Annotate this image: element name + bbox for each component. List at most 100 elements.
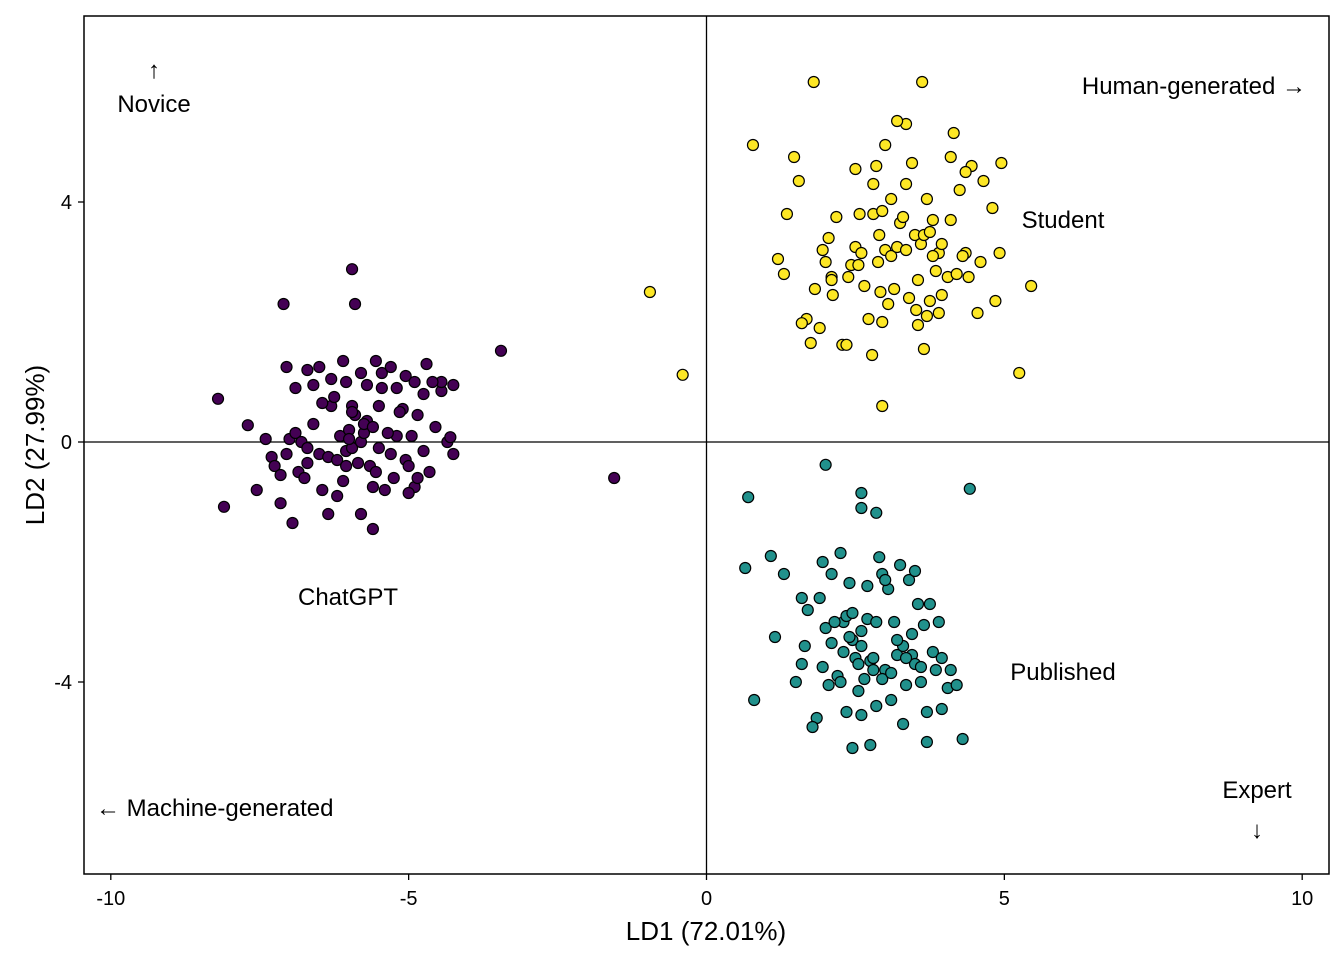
- data-point-chatgpt: [325, 372, 338, 386]
- data-point-published: [899, 678, 913, 692]
- group-label-chatgpt: ChatGPT: [298, 584, 398, 611]
- data-point-chatgpt: [417, 444, 430, 458]
- data-point-published: [739, 561, 752, 575]
- data-point-chatgpt: [277, 297, 290, 311]
- data-point-student: [923, 225, 936, 239]
- data-point-chatgpt: [301, 441, 314, 455]
- data-point-chatgpt: [301, 363, 314, 377]
- data-point-published: [894, 558, 907, 572]
- data-point-student: [1013, 366, 1026, 380]
- data-point-chatgpt: [387, 471, 400, 485]
- data-point-chatgpt: [381, 426, 394, 440]
- data-point-student: [840, 338, 853, 351]
- data-point-chatgpt: [429, 420, 442, 434]
- data-point-student: [905, 156, 919, 170]
- data-point-student: [902, 291, 916, 305]
- data-point-student: [891, 114, 904, 128]
- data-point-published: [768, 630, 782, 644]
- data-point-published: [825, 636, 838, 650]
- data-point-chatgpt: [494, 344, 508, 357]
- data-point-chatgpt: [444, 431, 457, 444]
- x-tick-label: -5: [400, 888, 418, 910]
- data-point-chatgpt: [369, 354, 382, 368]
- data-point-chatgpt: [313, 360, 326, 374]
- data-point-published: [870, 506, 883, 519]
- data-point-published: [840, 705, 853, 719]
- data-point-published: [834, 546, 847, 560]
- data-point-chatgpt: [345, 263, 359, 276]
- data-points: [211, 75, 1038, 755]
- data-point-student: [792, 174, 805, 188]
- data-point-student: [944, 213, 957, 227]
- y-axis-title: LD2 (27.99%): [20, 365, 50, 525]
- axis-ticks: -10 -5 0 5 10 -4 0 4: [54, 192, 1313, 910]
- data-point-student: [826, 288, 839, 302]
- data-point-published: [920, 735, 934, 749]
- data-point-student: [862, 312, 875, 326]
- data-point-student: [876, 399, 889, 413]
- data-point-chatgpt: [259, 432, 272, 446]
- data-point-chatgpt: [340, 459, 353, 473]
- data-point-published: [795, 591, 808, 605]
- data-point-published: [905, 627, 919, 641]
- data-point-chatgpt: [340, 375, 353, 389]
- data-point-published: [956, 732, 969, 746]
- data-point-student: [920, 309, 934, 323]
- data-point-published: [816, 660, 829, 674]
- data-point-chatgpt: [390, 381, 403, 395]
- data-point-student: [947, 126, 960, 140]
- data-point-chatgpt: [337, 474, 350, 488]
- data-point-student: [916, 75, 929, 89]
- data-point-student: [879, 138, 892, 152]
- data-point-published: [935, 702, 948, 716]
- data-point-chatgpt: [354, 507, 368, 521]
- data-point-student: [935, 288, 948, 302]
- data-point-student: [944, 150, 957, 164]
- data-point-chatgpt: [328, 390, 341, 404]
- data-point-student: [873, 228, 886, 242]
- data-point-student: [808, 282, 822, 296]
- data-point-student: [819, 255, 832, 269]
- data-point-chatgpt: [250, 483, 263, 497]
- data-point-student: [989, 294, 1002, 308]
- data-point-student: [795, 317, 808, 330]
- data-point-student: [858, 279, 871, 293]
- data-point-chatgpt: [375, 366, 388, 380]
- data-point-published: [870, 615, 883, 629]
- data-point-chatgpt: [408, 375, 421, 389]
- data-point-student: [780, 207, 794, 221]
- data-point-chatgpt: [316, 483, 329, 497]
- group-label-published: Published: [1010, 659, 1115, 686]
- data-point-chatgpt: [301, 456, 314, 470]
- data-point-student: [822, 231, 835, 245]
- data-point-student: [876, 315, 889, 329]
- data-point-published: [816, 555, 829, 569]
- data-point-chatgpt: [211, 392, 225, 405]
- data-point-chatgpt: [402, 459, 415, 473]
- data-point-chatgpt: [378, 483, 391, 497]
- data-point-published: [825, 567, 838, 581]
- data-point-chatgpt: [241, 419, 254, 432]
- data-point-student: [911, 318, 925, 332]
- data-point-published: [789, 675, 802, 689]
- data-point-student: [917, 342, 931, 356]
- data-point-chatgpt: [420, 357, 433, 371]
- data-point-student: [974, 255, 987, 269]
- data-point-published: [813, 591, 826, 605]
- data-point-published: [896, 717, 910, 731]
- data-point-chatgpt: [447, 378, 460, 392]
- data-point-chatgpt: [351, 456, 365, 470]
- data-point-published: [801, 603, 814, 617]
- data-point-published: [855, 708, 868, 722]
- data-point-chatgpt: [307, 378, 320, 392]
- data-point-published: [855, 624, 868, 638]
- data-point-student: [920, 192, 934, 206]
- data-point-chatgpt: [366, 480, 380, 494]
- data-point-chatgpt: [331, 453, 344, 467]
- data-point-chatgpt: [426, 375, 439, 389]
- data-point-chatgpt: [402, 486, 415, 500]
- data-point-student: [871, 255, 885, 269]
- data-point-chatgpt: [217, 500, 231, 513]
- data-point-student: [950, 267, 963, 281]
